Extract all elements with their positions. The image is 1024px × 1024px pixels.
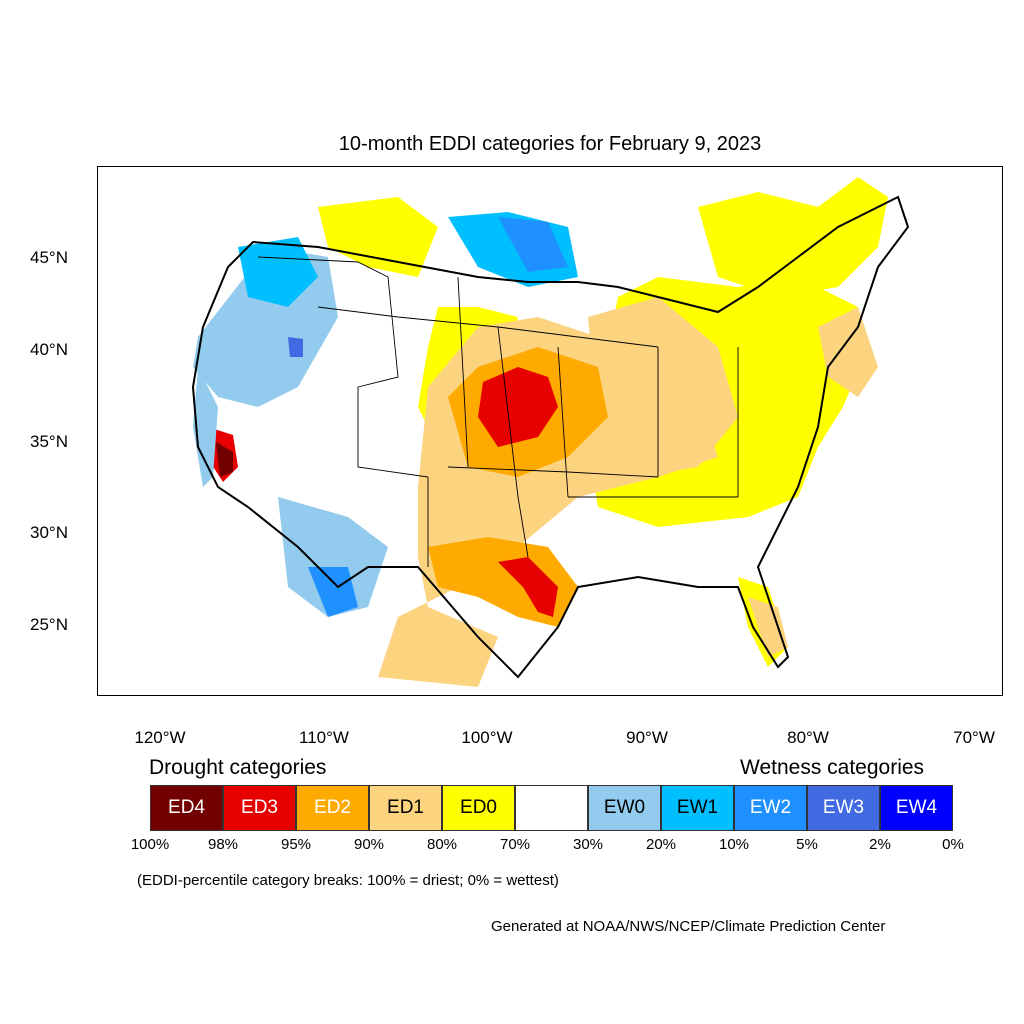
legend-box-ed2: ED2	[296, 785, 369, 831]
lat-label-45: 45°N	[30, 248, 68, 267]
legend-box-ew0: EW0	[588, 785, 661, 831]
lon-label-80: 80°W	[787, 728, 829, 747]
break-label: 100%	[130, 836, 170, 853]
region-ed1-midwest	[588, 297, 738, 477]
region-ew2-sw	[308, 567, 358, 617]
map-title: 10-month EDDI categories for February 9,…	[338, 133, 762, 155]
legend-box-normal	[515, 785, 588, 831]
break-label: 5%	[796, 836, 818, 853]
eddi-map	[191, 177, 910, 687]
boundary-lines	[191, 195, 910, 679]
break-label: 10%	[718, 836, 750, 853]
lat-label-35: 35°N	[30, 432, 68, 451]
region-ed2-texas	[428, 537, 578, 627]
lon-label-110: 110°W	[299, 728, 349, 747]
legend-box-ed4: ED4	[150, 785, 223, 831]
map-frame	[97, 166, 1003, 696]
region-ew0-sw	[278, 497, 388, 617]
us-outline	[191, 195, 910, 679]
legend-box-ew4: EW4	[880, 785, 953, 831]
break-label: 98%	[207, 836, 239, 853]
lat-label-30: 30°N	[30, 523, 68, 542]
legend-note: (EDDI-percentile category breaks: 100% =…	[137, 872, 559, 889]
region-ew1-nw	[238, 237, 318, 307]
legend-box-ed3: ED3	[223, 785, 296, 831]
drought-heading: Drought categories	[149, 756, 327, 779]
lon-label-90: 90°W	[626, 728, 668, 747]
lon-label-70: 70°W	[953, 728, 995, 747]
region-ew0-coast	[193, 367, 218, 487]
break-label: 90%	[353, 836, 385, 853]
legend-box-ew1: EW1	[661, 785, 734, 831]
break-label: 2%	[869, 836, 891, 853]
legend-box-ew2: EW2	[734, 785, 807, 831]
category-shading	[193, 177, 888, 687]
credit-text: Generated at NOAA/NWS/NCEP/Climate Predi…	[491, 918, 886, 935]
lat-label-25: 25°N	[30, 615, 68, 634]
legend-box-ew3: EW3	[807, 785, 880, 831]
break-label: 30%	[572, 836, 604, 853]
break-label: 70%	[499, 836, 531, 853]
lon-label-100: 100°W	[461, 728, 513, 747]
region-ew3-id	[288, 337, 303, 357]
break-label: 95%	[280, 836, 312, 853]
region-ed0-north	[318, 197, 438, 277]
region-ed0-ne	[698, 177, 888, 297]
region-ed3-texas	[498, 557, 558, 617]
break-label: 0%	[942, 836, 964, 853]
region-ed1-ne	[818, 307, 878, 397]
region-ed4-ca	[216, 442, 233, 477]
region-ew2-nd	[498, 217, 568, 272]
wetness-heading: Wetness categories	[740, 756, 925, 779]
region-ed3-nebraska	[478, 367, 558, 447]
break-label: 80%	[426, 836, 458, 853]
legend-box-ed0: ED0	[442, 785, 515, 831]
break-label: 20%	[645, 836, 677, 853]
lon-label-120: 120°W	[134, 728, 186, 747]
lat-label-40: 40°N	[30, 340, 68, 359]
region-ed1-fl	[748, 597, 788, 657]
state-lines	[257, 256, 739, 567]
legend-box-ed1: ED1	[369, 785, 442, 831]
